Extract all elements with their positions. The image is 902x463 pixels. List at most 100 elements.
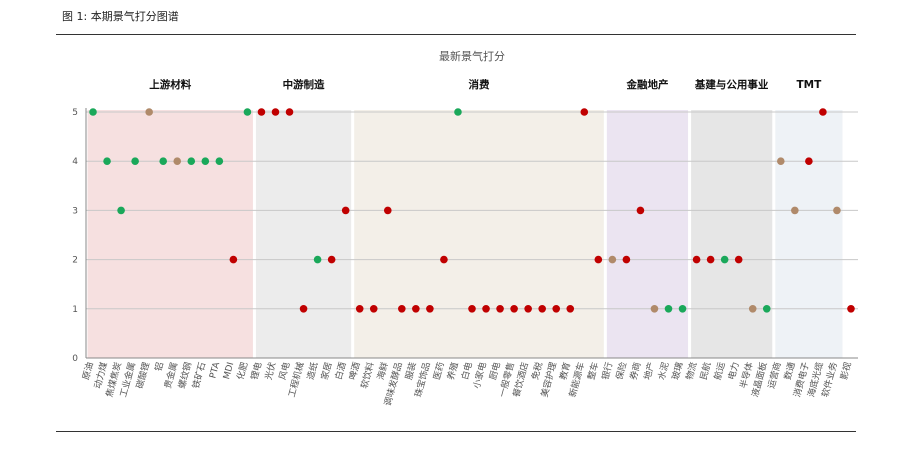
x-tick-label: 水泥 <box>655 361 671 382</box>
x-tick-label: MDI <box>222 361 236 380</box>
data-point <box>734 255 743 264</box>
data-point <box>426 305 434 313</box>
x-tick-label: 白电 <box>459 361 475 382</box>
x-tick-label: 造纸 <box>304 361 320 382</box>
group-band <box>691 110 773 358</box>
x-tick-label: 电力 <box>725 361 741 382</box>
data-point <box>622 255 631 264</box>
x-tick-label: 数通 <box>781 361 797 382</box>
data-point <box>762 305 771 313</box>
x-tick-label: 原油 <box>80 361 96 382</box>
data-point <box>748 305 757 313</box>
x-tick-label: 影视 <box>838 361 854 382</box>
x-tick-label: 民航 <box>697 361 713 382</box>
data-point <box>173 157 182 165</box>
data-point <box>131 157 139 165</box>
data-point <box>341 206 350 215</box>
data-point <box>566 305 575 313</box>
x-tick-label: 玻璃 <box>669 361 685 382</box>
data-point <box>271 108 280 116</box>
data-point <box>327 255 336 264</box>
x-tick-label: 厨电 <box>487 361 503 382</box>
x-tick-label: 化肥 <box>234 361 250 382</box>
chart-title: 最新景气打分 <box>439 49 505 63</box>
group-band <box>255 110 352 358</box>
x-tick-label: PTA <box>208 360 222 379</box>
data-point <box>650 305 659 313</box>
x-tick-label: 物流 <box>683 361 699 382</box>
data-point <box>692 255 701 264</box>
data-point <box>103 157 111 165</box>
data-point <box>117 206 125 215</box>
data-point <box>383 206 392 215</box>
group-band <box>606 110 689 358</box>
data-point <box>636 206 645 215</box>
data-point <box>706 255 715 264</box>
group-labels: 上游材料 中游制造 消费 金融地产 基建与公用事业 TMT <box>149 78 822 91</box>
axes <box>85 108 858 359</box>
x-tick-label: 医药 <box>432 361 447 381</box>
data-point <box>468 305 476 313</box>
data-point <box>398 305 406 313</box>
group-band <box>87 110 253 358</box>
x-tick-label: 啤酒 <box>346 361 362 382</box>
data-point <box>159 157 167 165</box>
data-point <box>229 255 238 264</box>
x-tick-label: 整车 <box>585 361 601 382</box>
x-tick-label: 银行 <box>599 361 615 382</box>
data-point <box>215 157 224 165</box>
data-point <box>819 108 827 116</box>
bottom-rule <box>56 431 856 432</box>
data-point <box>678 305 687 313</box>
x-tick-label: 免税 <box>529 361 545 382</box>
data-point <box>369 305 378 313</box>
data-point <box>440 255 448 264</box>
data-point <box>833 206 841 215</box>
y-tick-labels: 0 1 2 3 4 5 <box>72 108 78 364</box>
group-label: 基建与公用事业 <box>694 78 769 91</box>
data-point <box>454 108 462 116</box>
x-tick-label: 光伏 <box>262 361 278 382</box>
x-tick-label: 白酒 <box>332 361 348 382</box>
y-tick-label: 2 <box>72 256 78 266</box>
group-label: 消费 <box>469 78 490 91</box>
data-point <box>594 255 603 264</box>
x-tick-label: 锂电 <box>248 361 264 382</box>
top-rule <box>56 34 856 35</box>
x-tick-label: 地产 <box>641 361 657 382</box>
data-point <box>510 305 518 313</box>
data-point <box>313 255 322 264</box>
y-tick-label: 1 <box>72 305 78 315</box>
x-tick-label: 风电 <box>276 361 292 382</box>
x-tick-label: 航运 <box>711 361 727 382</box>
data-point <box>257 108 266 116</box>
data-point <box>145 108 153 116</box>
group-bands <box>87 110 843 358</box>
data-point <box>187 157 196 165</box>
x-tick-label: 海鲜 <box>374 361 390 382</box>
data-point <box>285 108 294 116</box>
data-point <box>299 305 308 313</box>
group-label: 中游制造 <box>283 78 325 91</box>
y-tick-label: 0 <box>72 354 78 364</box>
y-tick-label: 4 <box>72 157 78 167</box>
x-tick-label: 券商 <box>627 361 643 382</box>
data-point <box>608 255 617 264</box>
data-point <box>720 255 729 264</box>
data-point <box>664 305 673 313</box>
data-point <box>847 305 855 313</box>
group-label: 上游材料 <box>149 78 191 91</box>
data-point <box>805 157 813 165</box>
group-band <box>775 110 843 358</box>
x-tick-label: 保险 <box>613 361 629 382</box>
x-tick-label: 家居 <box>318 361 334 382</box>
data-point <box>355 305 364 313</box>
data-points <box>89 108 855 313</box>
group-label: TMT <box>796 79 822 91</box>
data-point <box>243 108 252 116</box>
y-tick-label: 5 <box>72 108 78 118</box>
data-point <box>524 305 532 313</box>
data-point <box>482 305 490 313</box>
